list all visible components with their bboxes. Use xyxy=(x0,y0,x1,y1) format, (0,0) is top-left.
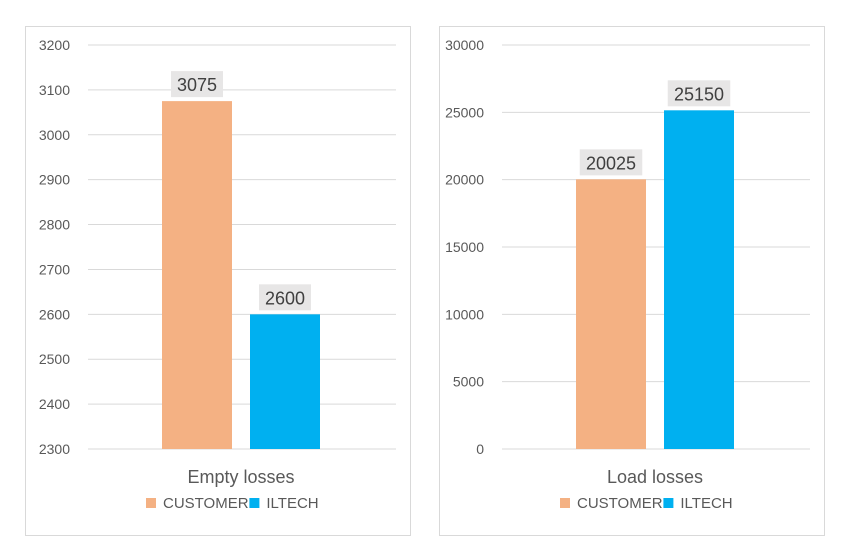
data-label: 25150 xyxy=(674,84,724,104)
y-tick-label: 2400 xyxy=(39,396,70,412)
y-tick-label: 2600 xyxy=(39,306,70,322)
category-label: Load losses xyxy=(607,467,703,487)
legend-label: ILTECH xyxy=(680,495,732,512)
legend-swatch-customer xyxy=(146,498,156,508)
legend-swatch-iltech xyxy=(249,498,260,508)
legend-swatch-customer xyxy=(560,498,570,508)
load-losses-chart-svg: 0 5000 10000 15000 20000 25000 30000 20025 25150… xyxy=(445,37,810,512)
data-label-background xyxy=(171,71,223,98)
data-label-background xyxy=(579,149,643,176)
data-label-background xyxy=(259,284,311,311)
data-label: 2600 xyxy=(265,288,305,308)
y-tick-label: 5000 xyxy=(453,374,484,390)
y-tick-label: 3100 xyxy=(39,82,70,98)
bar-customer xyxy=(162,101,232,449)
y-tick-label: 2800 xyxy=(39,217,70,233)
load-losses-chart: 0 5000 10000 15000 20000 25000 30000 20025 25150… xyxy=(439,26,825,536)
y-tick-label: 2700 xyxy=(39,261,70,277)
bar-customer xyxy=(576,179,646,449)
y-tick-label: 15000 xyxy=(445,239,484,255)
y-tick-label: 2500 xyxy=(39,351,70,367)
y-tick-label: 3200 xyxy=(39,37,70,53)
y-tick-label: 0 xyxy=(476,441,484,457)
y-tick-label: 10000 xyxy=(445,306,484,322)
empty-losses-chart-svg: 2300 2400 2500 2600 2700 2800 2900 3000 3100 3200… xyxy=(39,37,396,512)
y-tick-label: 25000 xyxy=(445,104,484,120)
category-label: Empty losses xyxy=(187,467,294,487)
legend-label: CUSTOMER xyxy=(163,495,249,512)
data-label: 3075 xyxy=(177,75,217,95)
legend-label: ILTECH xyxy=(266,495,318,512)
y-tick-label: 2300 xyxy=(39,441,70,457)
data-label: 20025 xyxy=(586,153,636,173)
y-tick-label: 2900 xyxy=(39,172,70,188)
legend-swatch-iltech xyxy=(663,498,674,508)
data-label-background xyxy=(667,80,731,107)
y-tick-label: 20000 xyxy=(445,172,484,188)
bar-iltech xyxy=(250,314,320,449)
bar-iltech xyxy=(664,110,734,450)
y-tick-label: 3000 xyxy=(39,127,70,143)
legend-label: CUSTOMER xyxy=(577,495,663,512)
empty-losses-chart: 2300 2400 2500 2600 2700 2800 2900 3000 3100 3200… xyxy=(25,26,411,536)
y-tick-label: 30000 xyxy=(445,37,484,53)
